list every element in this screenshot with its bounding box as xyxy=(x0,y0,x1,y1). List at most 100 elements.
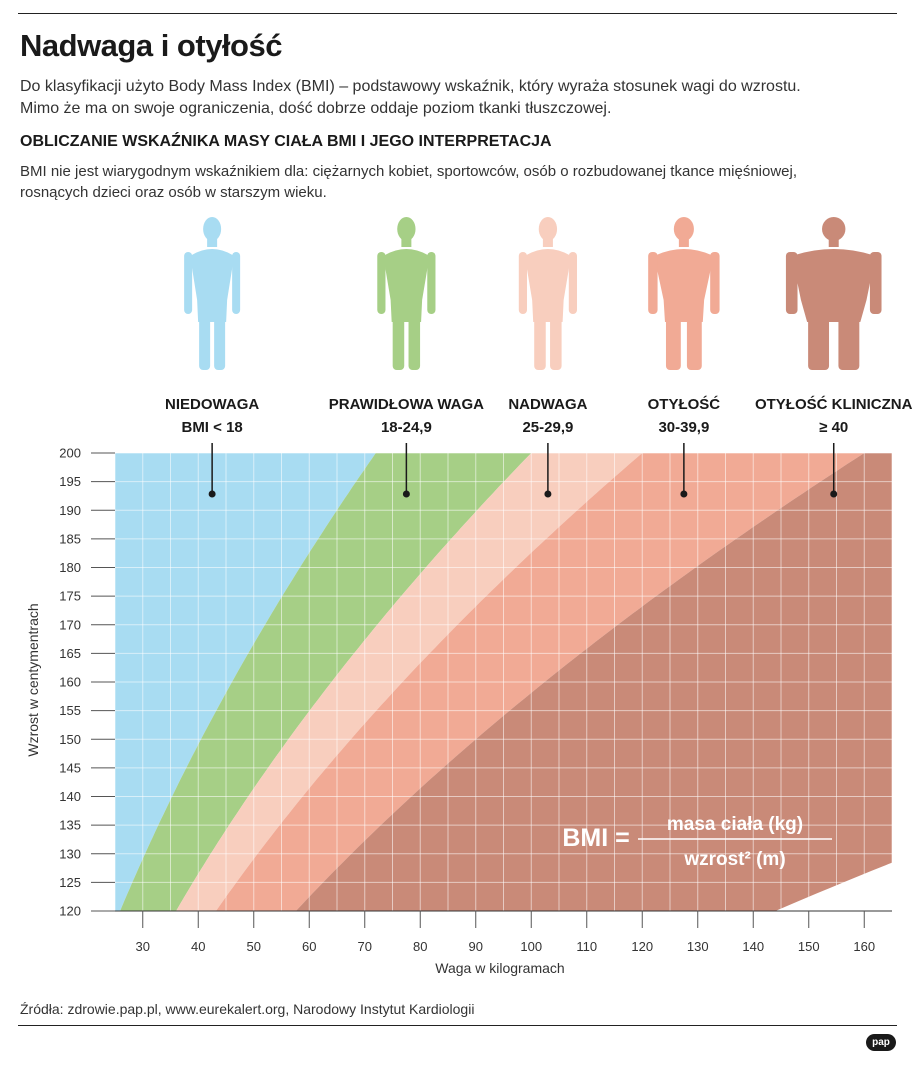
x-tick-label: 150 xyxy=(798,939,820,954)
lead-line-2: Mimo że ma on swoje ograniczenia, dość d… xyxy=(20,100,612,117)
figure-torso xyxy=(383,249,430,322)
axes: 30 40 50 60 70 80 90 100 110 120 130 140 150 160 120 12… xyxy=(25,446,892,976)
lead-text: Do klasyfikacji użyto Body Mass Index (B… xyxy=(20,76,900,120)
figure-head xyxy=(203,217,222,241)
y-tick-label: 175 xyxy=(59,589,81,604)
x-tick-label: 110 xyxy=(576,939,597,954)
y-tick-label: 185 xyxy=(59,531,81,546)
figure-right-leg xyxy=(550,318,562,370)
figure-right-leg xyxy=(214,318,226,370)
source-note: Źródła: zdrowie.pap.pl, www.eurekalert.o… xyxy=(20,1001,475,1017)
y-tick-label: 120 xyxy=(59,904,81,919)
figure-neck xyxy=(678,238,689,247)
y-tick-label: 195 xyxy=(59,474,81,489)
y-tick-label: 160 xyxy=(59,675,81,690)
category-name: OTYŁOŚĆ KLINICZNA xyxy=(755,395,913,413)
category-pointer-dot xyxy=(402,490,410,498)
figure-neck xyxy=(401,238,412,247)
y-tick-label: 155 xyxy=(59,703,81,718)
note-text: BMI nie jest wiarygodnym wskaźnikiem dla… xyxy=(20,161,900,203)
category-range: ≥ 40 xyxy=(819,419,848,436)
x-tick-label: 120 xyxy=(631,939,653,954)
note-line-1: BMI nie jest wiarygodnym wskaźnikiem dla… xyxy=(20,163,798,180)
y-tick-label: 180 xyxy=(59,560,81,575)
figure-right-arm xyxy=(232,252,241,314)
figure-right-arm xyxy=(869,252,882,314)
figure-left-arm xyxy=(377,252,386,314)
top-rule xyxy=(18,13,897,14)
y-tick-label: 130 xyxy=(59,846,81,861)
y-tick-label: 165 xyxy=(59,646,81,661)
y-tick-label: 190 xyxy=(59,503,81,518)
category-range: 25-29,9 xyxy=(522,419,573,436)
figure-neck xyxy=(542,238,553,247)
grid-lines xyxy=(115,453,892,911)
bottom-rule xyxy=(18,1025,897,1026)
figure-neck xyxy=(207,238,218,247)
x-tick-label: 160 xyxy=(853,939,875,954)
formula-lhs: BMI = xyxy=(562,824,629,852)
bmi-formula: BMI = masa ciała (kg) wzrost² (m) xyxy=(562,814,832,870)
figure-normal xyxy=(377,217,436,370)
figure-right-arm xyxy=(427,252,436,314)
y-tick-label: 145 xyxy=(59,760,81,775)
figure-right-leg xyxy=(838,318,860,370)
figure-obese xyxy=(785,217,882,370)
x-tick-label: 100 xyxy=(520,939,542,954)
formula-denominator: wzrost² (m) xyxy=(683,849,785,870)
x-tick-label: 90 xyxy=(469,939,483,954)
figure-left-leg xyxy=(199,318,211,370)
figure-neck xyxy=(828,238,839,247)
figure-right-leg xyxy=(408,318,421,370)
y-tick-label: 150 xyxy=(59,732,81,747)
lead-line-1: Do klasyfikacji użyto Body Mass Index (B… xyxy=(20,78,801,95)
figure-left-leg xyxy=(392,318,405,370)
figure-heavy xyxy=(648,217,720,370)
x-tick-label: 60 xyxy=(302,939,316,954)
category-range: BMI < 18 xyxy=(181,419,242,436)
x-tick-label: 130 xyxy=(687,939,709,954)
page-title: Nadwaga i otyłość xyxy=(20,28,282,63)
formula-numerator: masa ciała (kg) xyxy=(667,814,803,835)
figure-right-leg xyxy=(686,318,702,370)
figure-left-arm xyxy=(184,252,193,314)
category-name: NIEDOWAGA xyxy=(165,396,259,413)
figure-right-arm xyxy=(710,252,720,314)
x-tick-label: 70 xyxy=(358,939,372,954)
note-line-2: rosnących dzieci oraz osób w starszym wi… xyxy=(20,184,327,201)
category-pointer-dot xyxy=(544,490,552,498)
category-name: PRAWIDŁOWA WAGA xyxy=(329,396,484,413)
x-tick-label: 30 xyxy=(136,939,150,954)
figure-left-leg xyxy=(534,318,546,370)
figure-left-leg xyxy=(665,318,681,370)
figure-left-arm xyxy=(785,252,798,314)
y-tick-label: 200 xyxy=(59,446,81,461)
figure-left-leg xyxy=(808,318,830,370)
y-tick-label: 170 xyxy=(59,617,81,632)
figure-head xyxy=(822,217,846,241)
y-tick-label: 140 xyxy=(59,789,81,804)
figure-right-arm xyxy=(568,252,577,314)
figure-torso xyxy=(791,249,876,322)
section-subtitle: OBLICZANIE WSKAŹNIKA MASY CIAŁA BMI I JE… xyxy=(20,133,552,150)
x-tick-label: 40 xyxy=(191,939,205,954)
category-range: 30-39,9 xyxy=(658,419,709,436)
category-range: 18-24,9 xyxy=(381,419,432,436)
category-pointer-dot xyxy=(680,490,688,498)
figure-torso xyxy=(524,249,571,322)
x-tick-label: 80 xyxy=(413,939,427,954)
figure-left-arm xyxy=(518,252,527,314)
y-tick-label: 125 xyxy=(59,875,81,890)
figure-torso xyxy=(654,249,714,322)
pap-logo: pap xyxy=(866,1034,896,1051)
category-pointer-dot xyxy=(208,490,216,498)
figure-left-arm xyxy=(648,252,658,314)
category-pointer-dot xyxy=(830,490,838,498)
figure-head xyxy=(538,217,558,241)
x-tick-label: 140 xyxy=(742,939,764,954)
y-axis-label: Wzrost w centymentrach xyxy=(25,603,41,756)
x-axis-label: Waga w kilogramach xyxy=(435,960,564,976)
figure-head xyxy=(673,217,694,241)
figure-head xyxy=(397,217,416,241)
